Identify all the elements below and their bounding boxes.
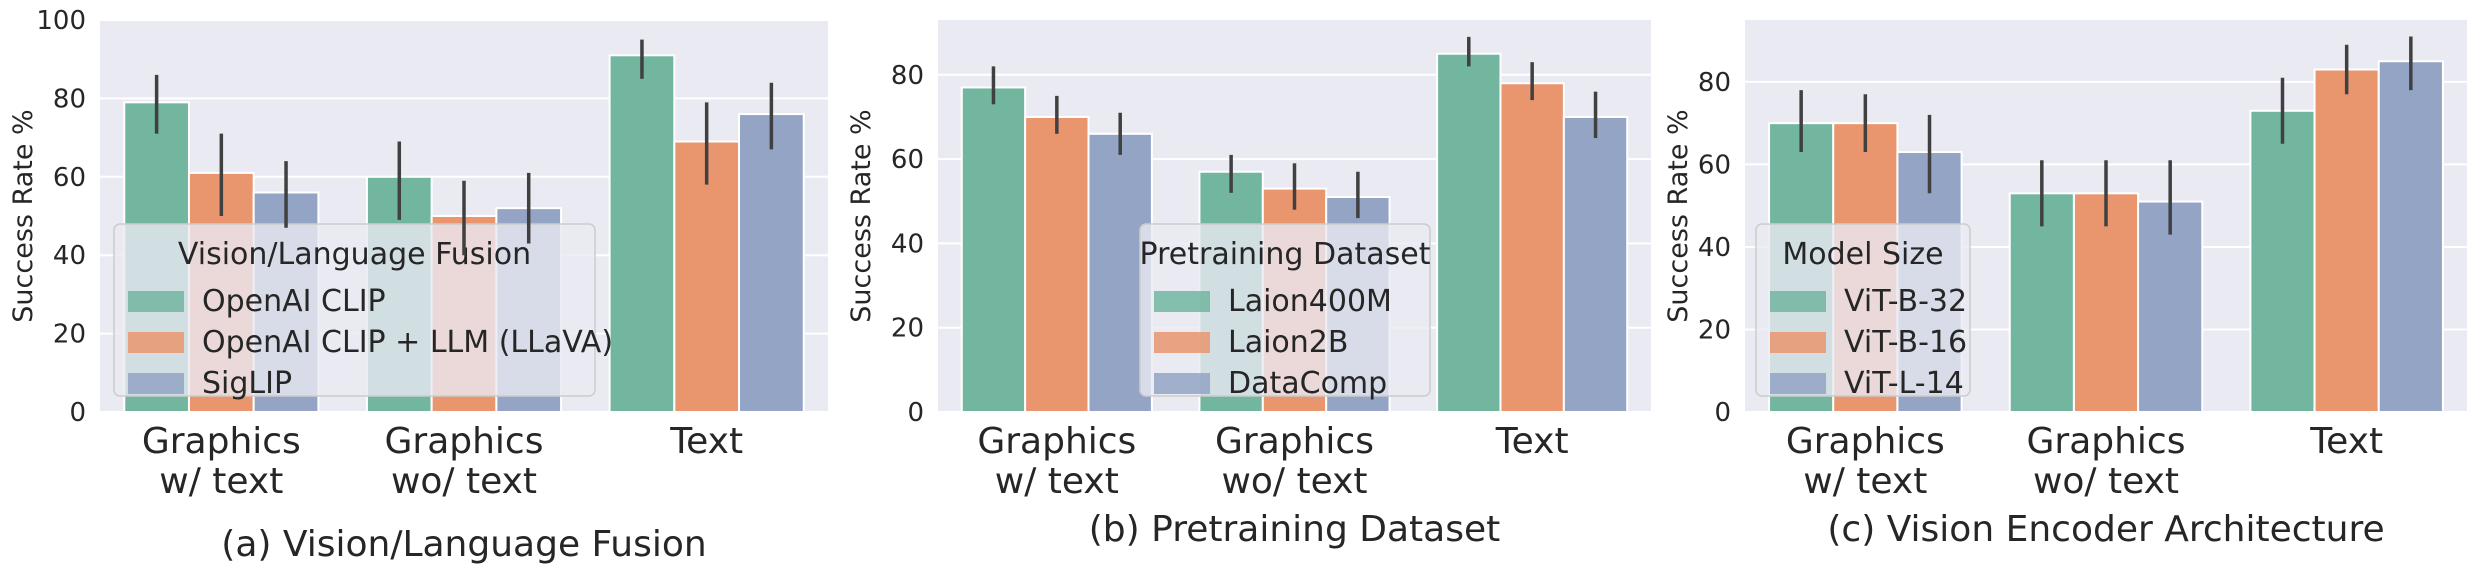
x-tick-label: wo/ text: [391, 461, 537, 502]
legend-box: [1139, 223, 1431, 397]
bar-vit-b-16: [2313, 68, 2380, 414]
x-tick-label: Text: [669, 421, 743, 462]
y-tick-label: 40: [891, 229, 924, 259]
y-tick-label: 100: [36, 6, 86, 36]
y-tick-label: 0: [69, 398, 86, 428]
legend-entry: Laion400M: [1228, 284, 1392, 319]
x-tick-label: Graphics: [1786, 421, 1945, 462]
y-tick-label: 80: [1698, 68, 1731, 98]
y-tick-label: 40: [53, 241, 86, 271]
x-tick-label: Graphics: [385, 421, 544, 462]
y-tick-label: 80: [891, 61, 924, 91]
legend-entry: ViT-L-14: [1844, 366, 1964, 401]
y-tick-label: 40: [1698, 233, 1731, 263]
bar-laion400m: [1436, 52, 1502, 413]
legend-title: Model Size: [1782, 237, 1943, 272]
x-tick-label: Graphics: [142, 421, 301, 462]
bar-vit-l-14: [2377, 60, 2444, 414]
y-axis-label: Success Rate %: [8, 109, 39, 322]
legend-swatch: [1154, 332, 1210, 353]
y-tick-label: 60: [891, 145, 924, 175]
legend-entry: OpenAI CLIP: [202, 284, 386, 319]
y-tick-label: 20: [1698, 315, 1731, 345]
y-axis-label: Success Rate %: [1663, 109, 1694, 322]
legend-box: [113, 223, 596, 397]
x-tick-label: w/ text: [995, 461, 1119, 502]
bar-laion400m: [960, 86, 1027, 413]
legend-entry: ViT-B-32: [1844, 284, 1967, 319]
y-tick-label: 0: [1714, 398, 1731, 428]
legend-swatch: [128, 373, 184, 394]
chart-title: (b) Pretraining Dataset: [1089, 509, 1501, 550]
legend-entry: ViT-B-16: [1844, 325, 1967, 360]
legend-title: Vision/Language Fusion: [178, 237, 531, 272]
y-tick-label: 20: [891, 314, 924, 344]
x-tick-label: Graphics: [977, 421, 1136, 462]
legend-swatch: [1154, 291, 1210, 312]
x-tick-label: Text: [2309, 421, 2383, 462]
y-tick-label: 20: [53, 320, 86, 350]
x-tick-label: Graphics: [1215, 421, 1374, 462]
chart-panel-2: 0 20 40 60 80 Success Rate % Pretraining Datas…: [846, 20, 1651, 550]
x-tick-label: wo/ text: [2033, 461, 2179, 502]
y-tick-label: 0: [907, 398, 924, 428]
x-tick-label: w/ text: [159, 461, 283, 502]
y-tick-label: 80: [53, 84, 86, 114]
bar-laion2b: [1024, 115, 1090, 414]
x-tick-label: wo/ text: [1221, 461, 1367, 502]
x-tick-label: Graphics: [2027, 421, 2186, 462]
legend-entry: DataComp: [1228, 366, 1387, 401]
bar-siglip: [738, 113, 805, 414]
bar-openai-clip: [608, 54, 676, 413]
chart-title: (a) Vision/Language Fusion: [221, 524, 706, 565]
bar-vit-b-32: [2249, 109, 2316, 413]
y-axis-label: Success Rate %: [846, 109, 877, 322]
bar-laion2b: [1499, 82, 1565, 414]
legend-entry: SigLIP: [202, 366, 292, 401]
legend-swatch: [128, 291, 184, 312]
legend-swatch: [1770, 291, 1826, 312]
legend-swatch: [1154, 373, 1210, 394]
y-tick-label: 60: [53, 163, 86, 193]
legend-title: Pretraining Dataset: [1140, 237, 1431, 272]
bar-vit-l-14: [2137, 200, 2204, 413]
legend-entry: OpenAI CLIP + LLM (LLaVA): [202, 325, 613, 360]
x-tick-label: w/ text: [1803, 461, 1927, 502]
legend-swatch: [128, 332, 184, 353]
chart-title: (c) Vision Encoder Architecture: [1827, 509, 2384, 550]
y-tick-label: 60: [1698, 150, 1731, 180]
x-tick-label: Text: [1495, 421, 1569, 462]
chart-panel-1: 0 20 40 60 80 100 Success Rate % Vision/Languag…: [8, 6, 828, 565]
legend-entry: Laion2B: [1228, 325, 1348, 360]
bar-datacomp: [1562, 115, 1629, 414]
legend-swatch: [1770, 373, 1826, 394]
legend-swatch: [1770, 332, 1826, 353]
